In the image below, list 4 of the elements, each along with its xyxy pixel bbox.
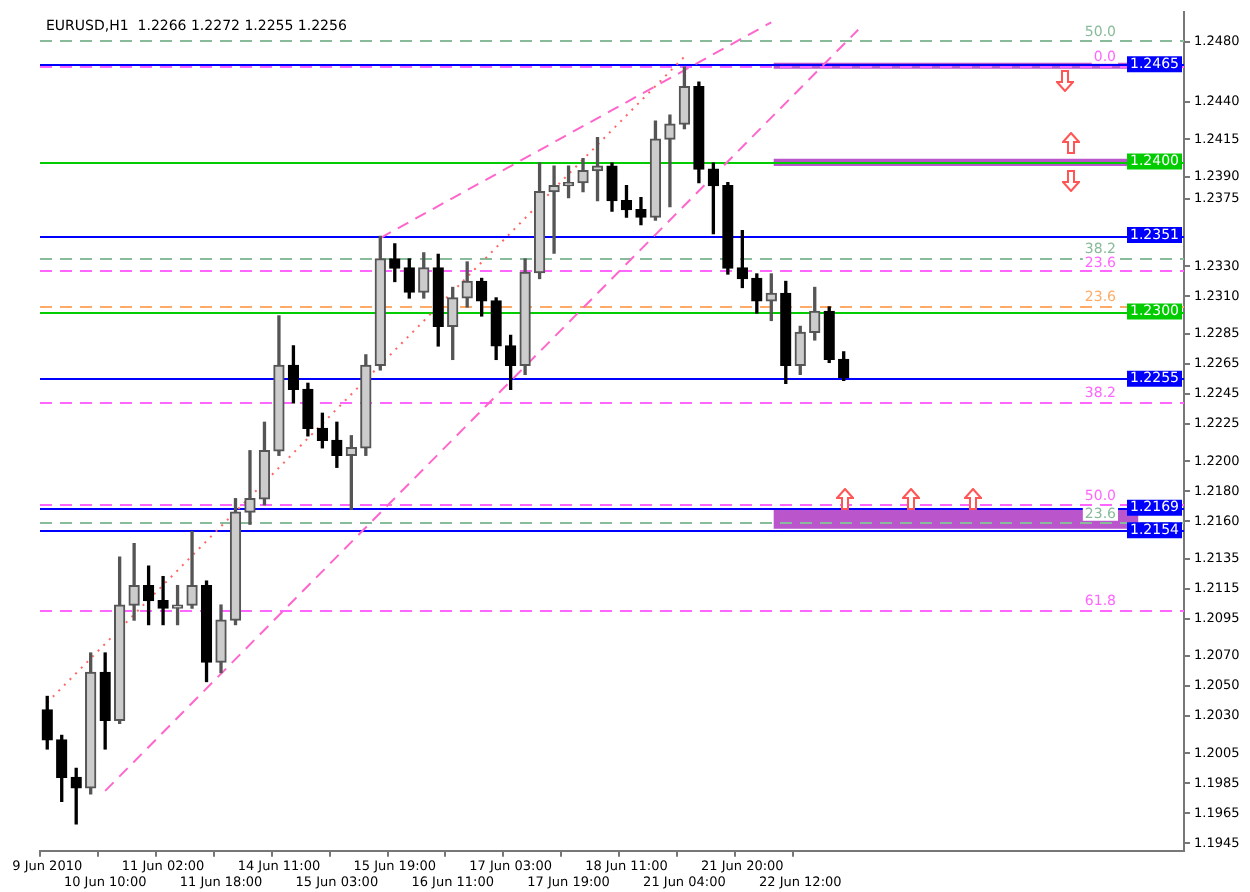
candlestick (157, 575, 169, 626)
candlestick (664, 114, 676, 208)
candlestick (244, 450, 256, 525)
candlestick (548, 165, 560, 254)
